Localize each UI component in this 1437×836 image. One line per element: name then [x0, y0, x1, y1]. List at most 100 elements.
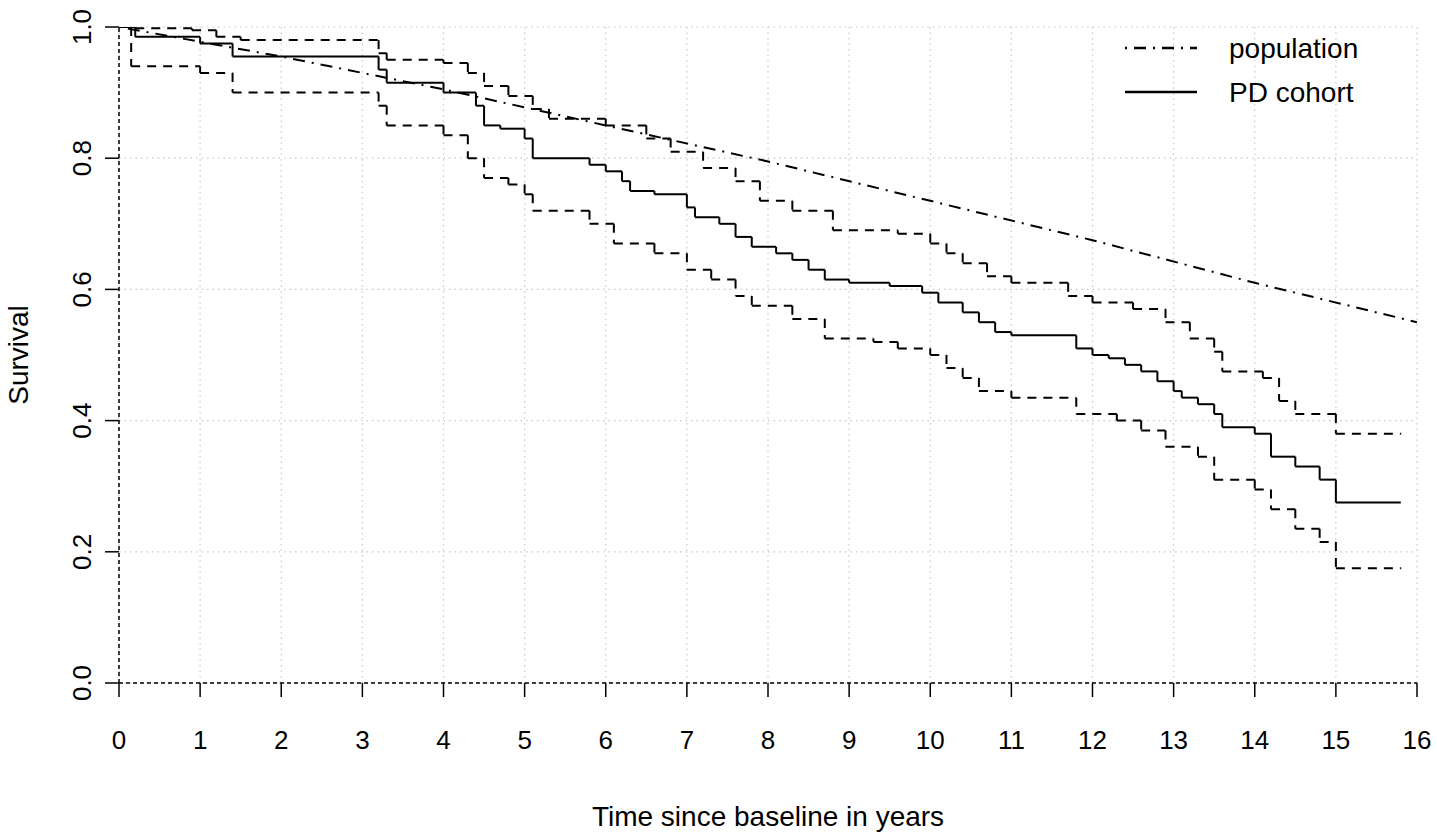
step-segment	[1214, 413, 1222, 415]
step-riser	[645, 125, 647, 138]
step-segment	[752, 246, 776, 248]
step-riser	[994, 322, 996, 332]
step-riser	[507, 86, 509, 96]
x-tick-label: 16	[1403, 725, 1432, 755]
step-riser	[710, 270, 712, 280]
step-segment	[687, 269, 711, 271]
step-segment	[1198, 456, 1214, 458]
step-segment	[752, 305, 793, 307]
series	[119, 27, 1417, 322]
x-tick-label: 8	[761, 725, 775, 755]
step-riser	[1189, 322, 1191, 338]
step-segment	[833, 229, 898, 231]
step-riser	[978, 378, 980, 391]
step-riser	[751, 296, 753, 306]
step-segment	[606, 170, 622, 172]
x-tick	[930, 683, 932, 697]
step-segment	[549, 118, 606, 120]
series	[119, 27, 1401, 434]
step-riser	[1335, 480, 1337, 503]
step-segment	[131, 65, 200, 67]
step-segment	[809, 269, 825, 271]
grid-line-x	[362, 27, 363, 683]
step-riser	[978, 312, 980, 322]
step-segment	[533, 157, 590, 159]
x-tick-label: 5	[517, 725, 531, 755]
step-segment	[736, 295, 752, 297]
step-riser	[1294, 401, 1296, 414]
step-segment	[963, 262, 987, 264]
step-riser	[629, 181, 631, 191]
step-segment	[1279, 400, 1295, 402]
x-tick	[118, 683, 120, 697]
x-axis-title: Time since baseline in years	[592, 801, 944, 832]
series	[119, 27, 1401, 568]
step-riser	[1319, 467, 1321, 480]
y-tick	[105, 682, 119, 684]
step-segment	[1214, 351, 1222, 353]
step-segment	[508, 95, 532, 97]
grid-line-x	[1335, 27, 1336, 683]
step-riser	[378, 57, 380, 70]
step-riser	[735, 280, 737, 296]
step-segment	[825, 338, 874, 340]
x-tick-label: 9	[842, 725, 856, 755]
step-riser	[929, 234, 931, 244]
step-riser	[1197, 447, 1199, 457]
x-tick-label: 0	[112, 725, 126, 755]
grid-line-x	[281, 27, 282, 683]
step-segment	[444, 92, 476, 94]
x-tick	[1416, 683, 1418, 697]
step-riser	[548, 109, 550, 119]
y-tick	[105, 551, 119, 553]
x-tick-label: 2	[274, 725, 288, 755]
grid-line-y	[119, 551, 1417, 552]
legend-label: population	[1229, 33, 1358, 64]
step-riser	[443, 125, 445, 135]
step-segment	[687, 206, 695, 208]
step-segment	[922, 292, 938, 294]
step-riser	[945, 243, 947, 253]
step-segment	[760, 200, 792, 202]
step-riser	[1075, 398, 1077, 414]
step-segment	[1076, 347, 1092, 349]
x-tick	[605, 683, 607, 697]
step-riser	[759, 181, 761, 201]
legend-swatch	[1125, 47, 1197, 50]
step-segment	[792, 259, 808, 261]
step-riser	[232, 43, 234, 56]
x-tick-label: 7	[680, 725, 694, 755]
x-tick-label: 3	[355, 725, 369, 755]
step-segment	[719, 223, 735, 225]
step-segment	[1214, 479, 1255, 481]
step-segment	[119, 27, 135, 28]
step-segment	[946, 367, 962, 369]
step-riser	[1294, 509, 1296, 529]
step-riser	[386, 70, 388, 83]
grid-line-x	[1011, 27, 1012, 683]
step-segment	[792, 210, 833, 212]
grid-line-x	[767, 27, 768, 683]
step-segment	[1166, 446, 1198, 448]
step-riser	[130, 27, 132, 66]
grid-line-y	[119, 26, 1417, 27]
step-riser	[1335, 414, 1337, 434]
step-riser	[475, 93, 477, 106]
step-riser	[962, 253, 964, 263]
step-riser	[1075, 335, 1077, 348]
step-segment	[671, 151, 703, 153]
step-riser	[1173, 381, 1175, 391]
step-riser	[1270, 434, 1272, 457]
step-riser	[751, 237, 753, 247]
step-segment	[792, 318, 824, 320]
step-segment	[484, 85, 508, 87]
step-segment	[1157, 380, 1173, 382]
step-segment	[1133, 308, 1165, 310]
step-segment	[1093, 302, 1134, 304]
step-segment	[1125, 364, 1141, 366]
step-segment	[1295, 466, 1319, 468]
step-riser	[945, 355, 947, 368]
step-segment	[1166, 321, 1190, 323]
step-segment	[1198, 403, 1214, 405]
step-segment	[622, 180, 630, 182]
